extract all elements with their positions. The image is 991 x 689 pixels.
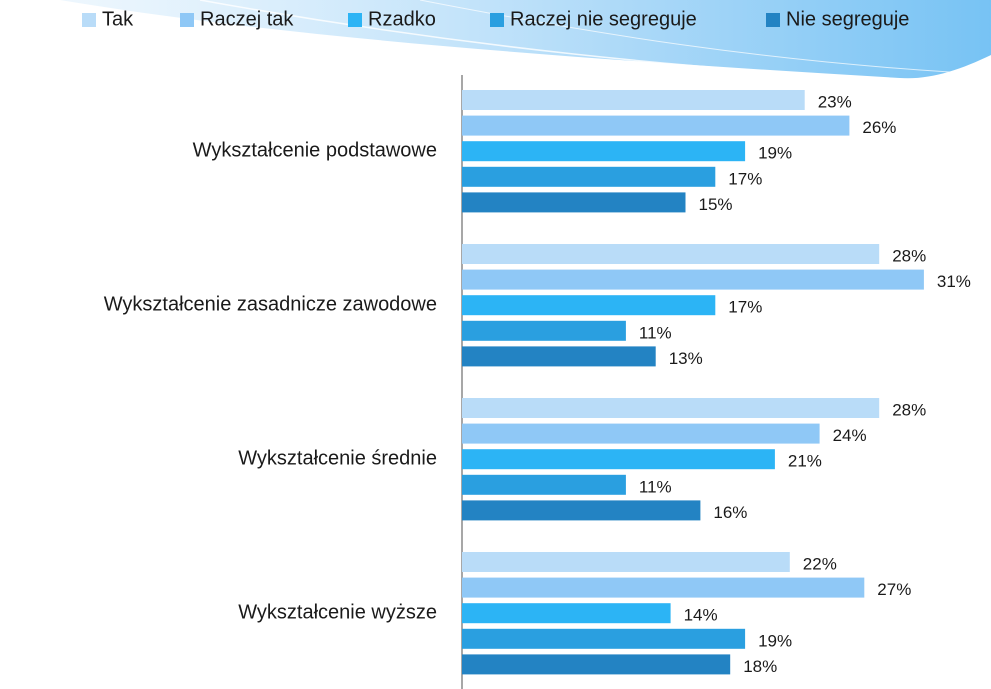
- bar: [462, 603, 671, 624]
- bar: [462, 654, 731, 675]
- bar: [462, 90, 805, 110]
- category-label: Wykształcenie podstawowe: [193, 139, 437, 161]
- value-label: 15%: [699, 195, 733, 214]
- bar: [462, 115, 850, 136]
- value-label: 13%: [669, 349, 703, 368]
- value-label: 21%: [788, 452, 822, 471]
- value-label: 31%: [937, 272, 971, 291]
- value-label: 23%: [818, 92, 852, 111]
- value-label: 28%: [892, 246, 926, 265]
- value-label: 17%: [728, 298, 762, 317]
- category-label: Wykształcenie wyższe: [238, 601, 437, 623]
- value-label: 27%: [877, 580, 911, 599]
- value-label: 14%: [684, 606, 718, 625]
- legend-swatch: [766, 13, 780, 27]
- bar: [462, 552, 790, 572]
- bar: [462, 577, 865, 598]
- legend-label: Tak: [102, 8, 134, 30]
- legend-label: Raczej nie segreguje: [510, 8, 697, 30]
- category-label: Wykształcenie zasadnicze zawodowe: [104, 293, 437, 315]
- bar: [462, 474, 626, 495]
- value-label: 19%: [758, 631, 792, 650]
- value-label: 11%: [639, 323, 672, 342]
- legend-swatch: [180, 13, 194, 27]
- bar: [462, 320, 626, 341]
- legend-label: Nie segreguje: [786, 8, 909, 30]
- bar: [462, 398, 880, 418]
- bar: [462, 192, 686, 213]
- value-label: 22%: [803, 554, 837, 573]
- value-label: 18%: [743, 657, 777, 676]
- value-label: 11%: [639, 477, 672, 496]
- bar: [462, 269, 924, 290]
- bar: [462, 166, 716, 187]
- category-label: Wykształcenie średnie: [238, 447, 437, 469]
- legend-swatch: [490, 13, 504, 27]
- bar: [462, 628, 746, 649]
- legend-swatch: [348, 13, 362, 27]
- bar: [462, 449, 775, 470]
- value-label: 26%: [862, 118, 896, 137]
- value-label: 28%: [892, 400, 926, 419]
- bar: [462, 295, 716, 316]
- bar: [462, 346, 656, 367]
- bar: [462, 500, 701, 521]
- bar: [462, 141, 746, 162]
- value-label: 24%: [833, 426, 867, 445]
- legend-swatch: [82, 13, 96, 27]
- legend-label: Rzadko: [368, 8, 436, 30]
- legend-label: Raczej tak: [200, 8, 294, 30]
- value-label: 17%: [728, 169, 762, 188]
- bar: [462, 244, 880, 264]
- value-label: 16%: [713, 503, 747, 522]
- bar: [462, 423, 820, 444]
- value-label: 19%: [758, 144, 792, 163]
